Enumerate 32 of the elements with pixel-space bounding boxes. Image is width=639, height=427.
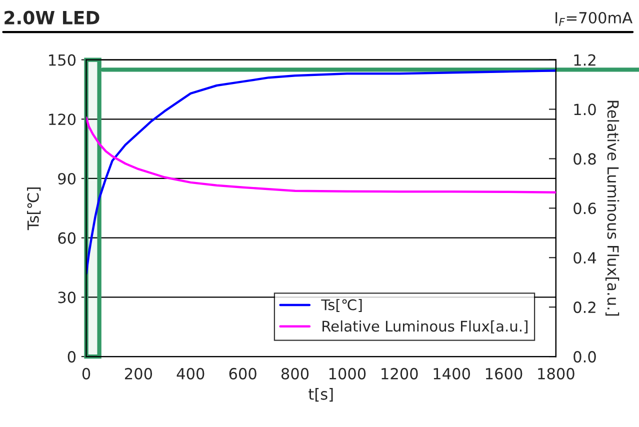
x-tick-label: 1000: [329, 368, 366, 380]
y-axis-title: Ts[℃]: [27, 188, 41, 230]
y2-tick-label: 1.2: [574, 54, 596, 66]
y-tick-label: 90: [58, 172, 76, 185]
x-tick-label: 1400: [434, 368, 470, 380]
x-axis-title: t[s]: [308, 388, 333, 402]
y2-tick-label: 0.2: [574, 302, 596, 314]
x-tick-label: 1800: [538, 368, 574, 380]
x-tick-label: 1600: [486, 368, 522, 380]
y-tick-label: 60: [58, 232, 76, 244]
y2-tick-label: 0.6: [574, 202, 596, 214]
line-series: [86, 70, 556, 275]
y2-axis-title: Relative Luminous Flux[a.u.]: [605, 100, 620, 316]
x-tick-label: 400: [176, 368, 204, 380]
chart-title: 2.0W LED: [4, 10, 100, 24]
y2-tick-label: 1.0: [574, 104, 596, 116]
line-series: [86, 116, 556, 194]
legend-label: Ts[℃]: [321, 299, 362, 312]
x-tick-label: 0: [82, 368, 90, 380]
y2-tick-label: 0.4: [574, 252, 596, 264]
y2-tick-label: 0.8: [574, 153, 596, 165]
x-tick-label: 600: [229, 368, 256, 380]
x-tick-label: 1200: [382, 368, 418, 380]
y-tick-label: 30: [58, 292, 76, 304]
y-tick-label: 0: [68, 351, 76, 363]
legend-label: Relative Luminous Flux[a.u.]: [322, 320, 528, 334]
y-tick-label: 120: [49, 114, 76, 126]
x-tick-label: 200: [124, 368, 152, 380]
y2-tick-label: 0.0: [574, 351, 596, 363]
text: I$_{F}$=700mA: [556, 12, 632, 26]
y-tick-label: 150: [49, 54, 76, 66]
x-tick-label: 800: [281, 368, 309, 380]
